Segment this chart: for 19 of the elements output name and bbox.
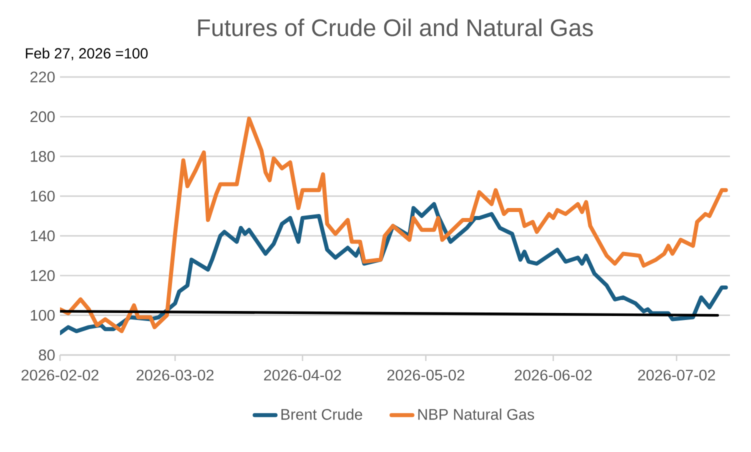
y-tick-label: 180: [30, 150, 55, 162]
y-tick-label: 100: [30, 310, 55, 321]
y-tick-label: 220: [30, 72, 55, 82]
y-tick-label: 160: [30, 190, 55, 202]
x-tick-label: 2026-06-02: [514, 370, 592, 381]
x-tick-label: 2026-05-02: [387, 370, 464, 381]
y-tick-label: 200: [30, 111, 55, 122]
x-tick-label: 2026-03-02: [136, 370, 214, 381]
y-tick-label: 80: [38, 350, 55, 360]
y-tick-label: 140: [30, 230, 55, 242]
x-tick-label: 2026-07-02: [638, 370, 715, 381]
legend-label: Brent Crude: [281, 408, 362, 420]
line-series: [60, 116, 728, 334]
legend-label: NBP Natural Gas: [418, 408, 534, 420]
y-tick-label: 120: [30, 270, 55, 281]
chart-title: Futures of Crude Oil and Natural Gas: [198, 18, 593, 36]
y-axis-title: Feb 27, 2026 =100: [26, 48, 148, 60]
x-tick-label: 2026-02-02: [22, 370, 98, 381]
x-tick-label: 2026-04-02: [264, 370, 341, 381]
